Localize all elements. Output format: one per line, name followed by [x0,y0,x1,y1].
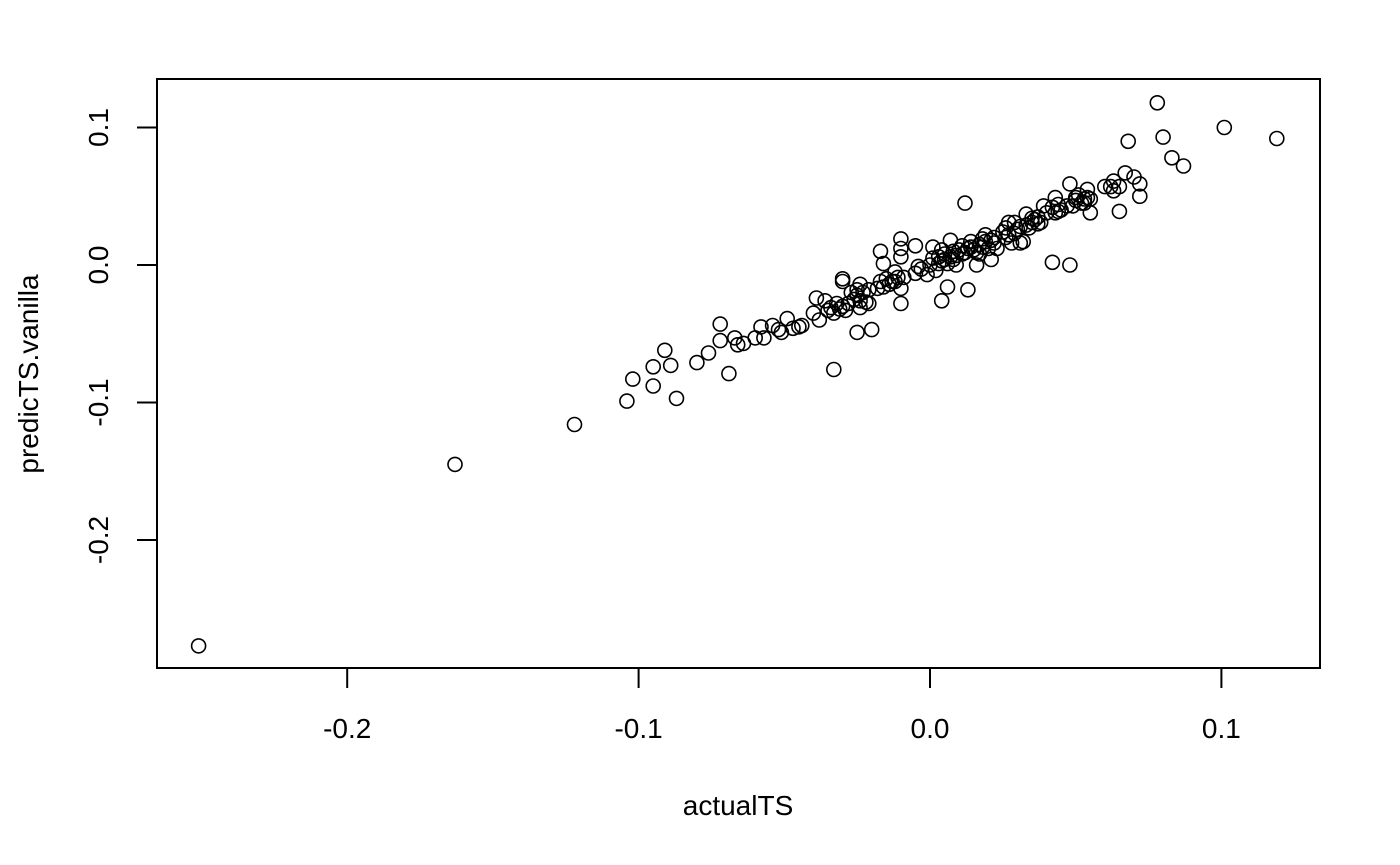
data-point [893,280,909,297]
data-point [566,416,583,433]
data-point [662,357,679,374]
data-point [447,456,463,473]
data-point [1082,191,1099,207]
x-axis: -0.2 -0.1 0.0 0.1 [323,667,1241,744]
data-point [893,240,909,257]
data-point [1149,95,1166,111]
data-point [1044,254,1061,271]
data-point [721,365,737,382]
data-point [773,324,790,341]
data-point [983,232,1000,249]
data-point [729,336,746,353]
y-tick-label: -0.1 [83,378,114,426]
data-point [968,257,985,273]
y-axis: -0.2 -0.1 0.0 0.1 [83,108,158,564]
data-point [656,342,673,359]
data-point [1269,130,1285,147]
data-point [895,269,912,286]
data-point [190,638,207,654]
data-point [1216,119,1233,136]
data-point [977,233,994,250]
data-point [986,229,1002,246]
x-axis-label: actualTS [683,790,794,821]
data-point [668,390,685,407]
data-point [893,231,909,247]
data-point [1120,133,1136,150]
data-point [825,361,842,378]
data-point [1024,214,1040,231]
data-point [933,292,950,309]
data-point [1111,203,1128,220]
y-tick-label: 0.1 [83,108,114,147]
data-point [1062,257,1078,273]
data-point [756,330,772,346]
data-point [837,302,854,319]
data-point [689,354,705,371]
data-point [726,330,743,346]
data-point [893,248,909,265]
data-point [712,316,729,332]
data-point [619,393,635,409]
y-axis-label: predicTS.vanilla [13,274,44,474]
y-tick-label: -0.2 [83,516,114,564]
data-point [1038,205,1055,221]
data-point [1079,181,1096,198]
data-point [1117,165,1133,181]
y-tick-label: 0.0 [83,246,114,285]
data-point [852,276,868,293]
data-point [875,255,892,272]
data-point [890,269,906,286]
data-point [957,195,973,211]
data-point [834,273,851,290]
data-point [1003,235,1020,251]
data-point [1132,176,1148,192]
data-point [1175,158,1192,174]
data-point [1105,173,1122,189]
plot-box [156,78,1321,669]
data-point [863,321,880,338]
data-point [1015,233,1032,250]
x-tick-label: -0.2 [323,713,371,744]
data-point [989,240,1005,257]
data-point [852,292,868,309]
data-point [645,378,662,394]
x-tick-label: 0.0 [911,713,950,744]
data-point [811,312,828,328]
data-point [1164,150,1180,166]
data-point [1111,178,1128,195]
data-point [753,319,769,335]
data-point [939,279,956,295]
data-point [960,281,976,298]
x-tick-label: 0.1 [1202,713,1241,744]
data-point [712,332,729,349]
data-point [872,243,889,260]
data-point [793,317,810,334]
data-point [808,290,825,306]
data-point [1132,188,1148,205]
data-point [624,371,641,387]
data-point [785,320,801,337]
data-point [849,324,865,341]
data-point [1000,227,1017,243]
data-point [645,358,662,375]
data-points [190,95,1285,654]
data-point [700,345,717,361]
data-point [852,299,868,316]
data-point [1155,129,1171,145]
data-point [910,258,927,275]
data-point [919,266,935,283]
data-point [893,295,909,312]
data-point [1062,176,1078,192]
x-tick-label: -0.1 [614,713,662,744]
data-point [997,229,1014,246]
data-point [860,295,877,312]
data-point [1059,198,1075,214]
data-point [831,301,848,317]
data-point [907,238,924,254]
